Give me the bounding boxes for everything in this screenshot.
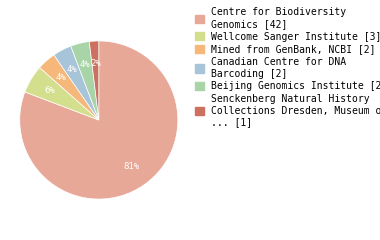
Text: 6%: 6%	[45, 86, 55, 95]
Wedge shape	[20, 41, 178, 199]
Text: 4%: 4%	[56, 73, 66, 82]
Wedge shape	[89, 41, 99, 120]
Text: 4%: 4%	[80, 60, 90, 69]
Wedge shape	[40, 55, 99, 120]
Text: 81%: 81%	[123, 162, 139, 171]
Text: 4%: 4%	[67, 65, 78, 74]
Text: 2%: 2%	[90, 59, 101, 68]
Wedge shape	[54, 46, 99, 120]
Wedge shape	[25, 68, 99, 120]
Legend: Centre for Biodiversity
Genomics [42], Wellcome Sanger Institute [3], Mined from: Centre for Biodiversity Genomics [42], W…	[195, 7, 380, 127]
Wedge shape	[71, 42, 99, 120]
